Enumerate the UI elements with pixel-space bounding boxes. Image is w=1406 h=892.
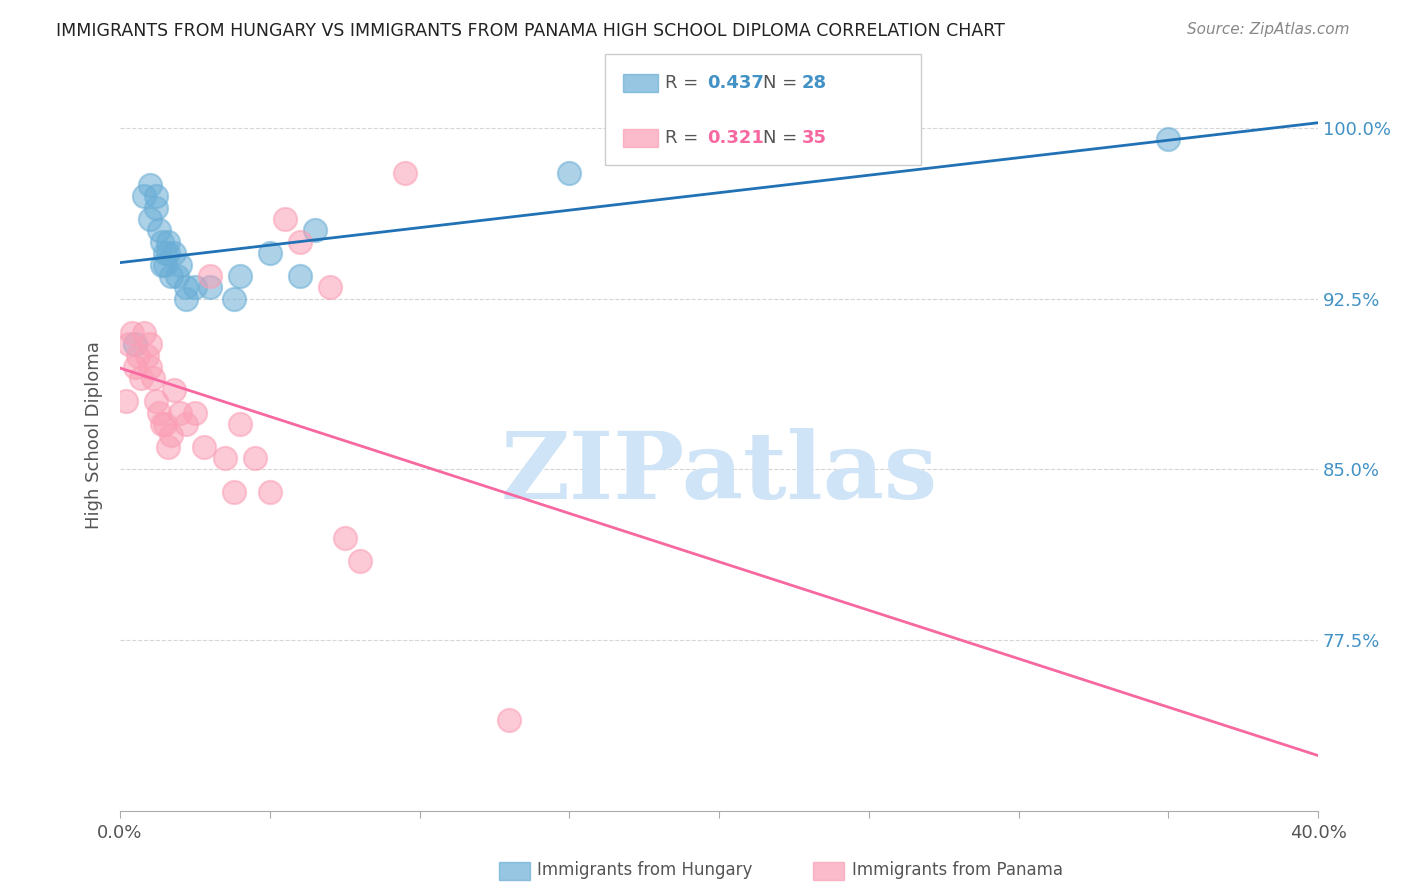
Point — [259, 246, 281, 260]
Point — [132, 189, 155, 203]
Text: IMMIGRANTS FROM HUNGARY VS IMMIGRANTS FROM PANAMA HIGH SCHOOL DIPLOMA CORRELATIO: IMMIGRANTS FROM HUNGARY VS IMMIGRANTS FR… — [56, 22, 1005, 40]
Point — [118, 337, 141, 351]
Text: 0.437: 0.437 — [707, 74, 763, 92]
Text: 28: 28 — [801, 74, 827, 92]
Point — [304, 223, 326, 237]
Text: Immigrants from Hungary: Immigrants from Hungary — [537, 861, 752, 879]
Point — [214, 451, 236, 466]
Point — [160, 268, 183, 283]
Point — [259, 485, 281, 500]
Point — [148, 405, 170, 419]
Point — [394, 166, 416, 180]
Point — [145, 201, 167, 215]
Point — [156, 246, 179, 260]
Point — [153, 258, 176, 272]
Text: Immigrants from Panama: Immigrants from Panama — [852, 861, 1063, 879]
Point — [121, 326, 143, 340]
Text: N =: N = — [763, 74, 803, 92]
Point — [163, 383, 186, 397]
Text: 35: 35 — [801, 129, 827, 147]
Point — [174, 292, 197, 306]
Text: ZIPatlas: ZIPatlas — [501, 428, 938, 518]
Point — [558, 166, 581, 180]
Point — [124, 359, 146, 374]
Point — [153, 246, 176, 260]
Point — [139, 211, 162, 226]
Point — [318, 280, 340, 294]
Point — [174, 280, 197, 294]
Point — [243, 451, 266, 466]
Point — [288, 268, 311, 283]
Point — [127, 349, 149, 363]
Point — [174, 417, 197, 431]
Point — [115, 394, 138, 409]
Text: 0.0%: 0.0% — [97, 824, 142, 842]
Point — [274, 211, 297, 226]
Point — [229, 417, 252, 431]
Point — [148, 223, 170, 237]
Point — [222, 292, 245, 306]
Point — [139, 359, 162, 374]
Text: 40.0%: 40.0% — [1289, 824, 1347, 842]
Point — [132, 326, 155, 340]
Point — [229, 268, 252, 283]
Point — [169, 258, 191, 272]
Point — [288, 235, 311, 249]
Point — [198, 280, 221, 294]
Point — [349, 553, 371, 567]
Point — [333, 531, 356, 545]
Point — [222, 485, 245, 500]
Point — [139, 337, 162, 351]
Point — [1157, 132, 1180, 146]
Text: 0.321: 0.321 — [707, 129, 763, 147]
Point — [150, 235, 173, 249]
Point — [156, 235, 179, 249]
Point — [160, 428, 183, 442]
Point — [198, 268, 221, 283]
Point — [184, 280, 207, 294]
Point — [145, 394, 167, 409]
Text: R =: R = — [665, 129, 704, 147]
Text: Source: ZipAtlas.com: Source: ZipAtlas.com — [1187, 22, 1350, 37]
Point — [139, 178, 162, 192]
Point — [498, 713, 520, 727]
Text: R =: R = — [665, 74, 704, 92]
Point — [169, 405, 191, 419]
Point — [163, 246, 186, 260]
Point — [184, 405, 207, 419]
Y-axis label: High School Diploma: High School Diploma — [86, 342, 103, 529]
Point — [193, 440, 215, 454]
Point — [124, 337, 146, 351]
Point — [153, 417, 176, 431]
Point — [145, 189, 167, 203]
Point — [129, 371, 152, 385]
Point — [150, 258, 173, 272]
Text: N =: N = — [763, 129, 803, 147]
Point — [135, 349, 157, 363]
Point — [166, 268, 188, 283]
Point — [156, 440, 179, 454]
Point — [150, 417, 173, 431]
Point — [142, 371, 165, 385]
